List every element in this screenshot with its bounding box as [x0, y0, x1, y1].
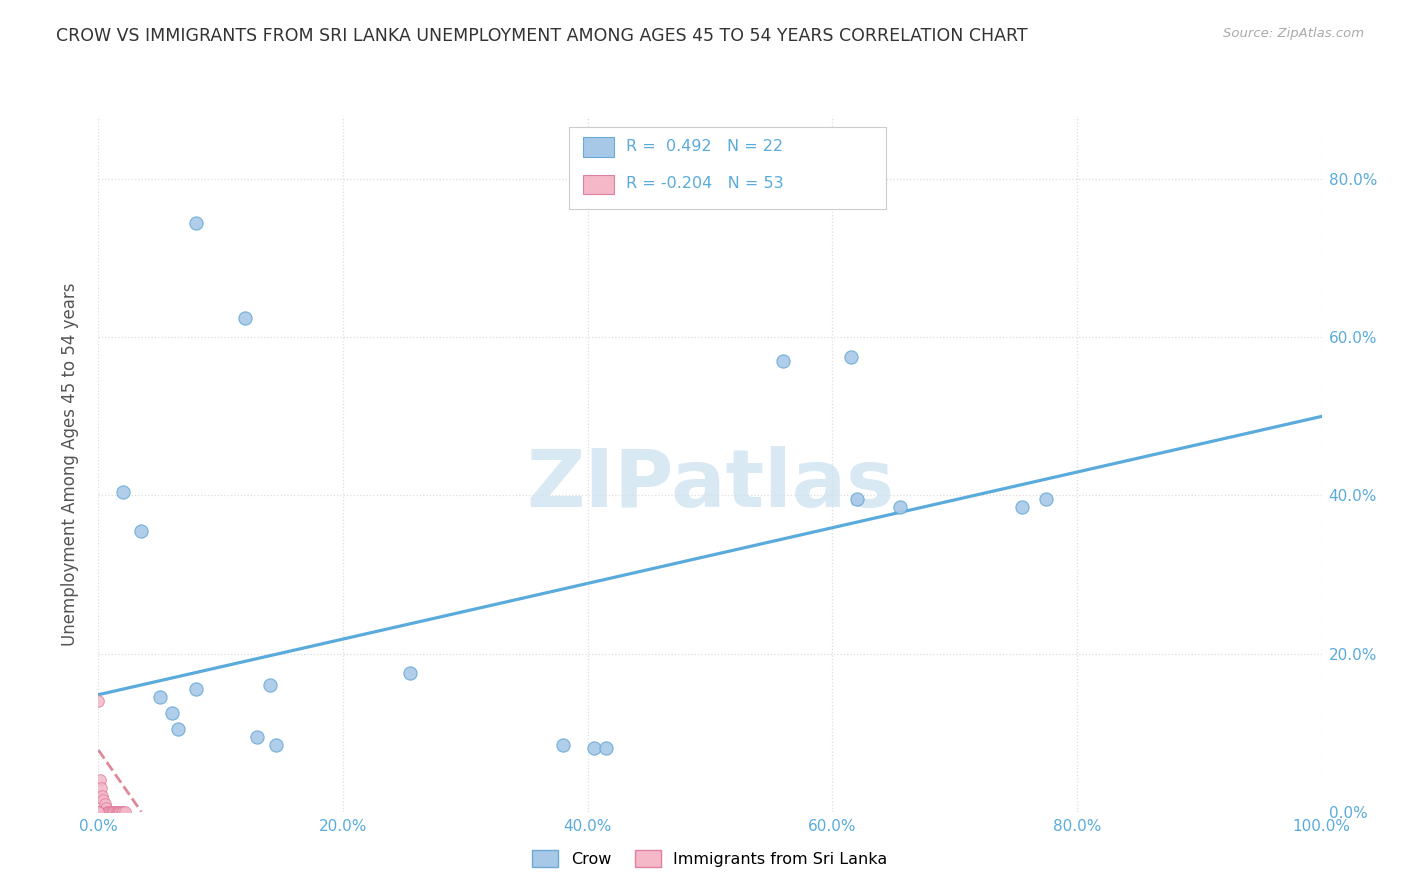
Point [107, 805, 129, 819]
Point [96, 805, 118, 819]
Point [233, 310, 256, 325]
Point [87, 805, 110, 819]
Point [98, 805, 121, 819]
Point [87, 805, 110, 819]
Point [94, 801, 117, 815]
Point [87, 805, 110, 819]
Point [87, 805, 110, 819]
Point [839, 350, 862, 364]
Point [111, 805, 134, 819]
Point [87, 805, 110, 819]
Point [90, 780, 112, 795]
Point [91, 789, 114, 803]
Point [87, 694, 110, 708]
Legend: Crow, Immigrants from Sri Lanka: Crow, Immigrants from Sri Lanka [526, 844, 894, 873]
Text: R = -0.204   N = 53: R = -0.204 N = 53 [626, 177, 783, 191]
Point [108, 805, 131, 819]
Point [595, 741, 617, 756]
Point [87, 805, 110, 819]
Point [87, 805, 110, 819]
Point [772, 354, 794, 368]
Point [129, 524, 152, 538]
Point [87, 805, 110, 819]
Point [845, 492, 868, 507]
Point [1011, 500, 1033, 515]
Point [87, 805, 110, 819]
Point [87, 805, 110, 819]
Point [553, 738, 575, 752]
Point [87, 805, 110, 819]
Point [399, 666, 422, 681]
Point [259, 678, 281, 692]
Point [186, 682, 208, 697]
Point [87, 805, 110, 819]
Text: ZIPatlas: ZIPatlas [526, 446, 894, 524]
Point [87, 805, 110, 819]
Point [111, 484, 134, 499]
Point [104, 805, 127, 819]
Point [111, 805, 134, 819]
Point [87, 805, 110, 819]
Point [889, 500, 911, 515]
Point [87, 805, 110, 819]
Point [103, 805, 125, 819]
Point [87, 805, 110, 819]
Point [89, 773, 111, 788]
Point [100, 805, 122, 819]
Point [101, 805, 124, 819]
Point [93, 797, 115, 811]
Point [97, 805, 120, 819]
Point [87, 805, 110, 819]
Point [87, 805, 110, 819]
Point [167, 722, 190, 736]
Text: CROW VS IMMIGRANTS FROM SRI LANKA UNEMPLOYMENT AMONG AGES 45 TO 54 YEARS CORRELA: CROW VS IMMIGRANTS FROM SRI LANKA UNEMPL… [56, 27, 1028, 45]
Point [91, 793, 114, 807]
Point [87, 805, 110, 819]
Point [160, 706, 183, 720]
Point [87, 805, 110, 819]
Point [101, 805, 124, 819]
Point [87, 805, 110, 819]
Point [87, 805, 110, 819]
Point [87, 805, 110, 819]
Point [264, 738, 287, 752]
Point [87, 805, 110, 819]
Point [582, 741, 605, 756]
Text: Source: ZipAtlas.com: Source: ZipAtlas.com [1223, 27, 1364, 40]
Point [87, 805, 110, 819]
Point [87, 805, 110, 819]
Point [110, 805, 132, 819]
Point [246, 730, 269, 744]
Point [149, 690, 172, 704]
Y-axis label: Unemployment Among Ages 45 to 54 years: Unemployment Among Ages 45 to 54 years [60, 282, 79, 646]
Point [105, 805, 128, 819]
Point [87, 805, 110, 819]
Point [87, 805, 110, 819]
Text: R =  0.492   N = 22: R = 0.492 N = 22 [626, 139, 783, 153]
Point [87, 805, 110, 819]
Point [87, 805, 110, 819]
Point [186, 216, 208, 230]
Point [114, 805, 136, 819]
Point [1035, 492, 1057, 507]
Point [87, 805, 110, 819]
